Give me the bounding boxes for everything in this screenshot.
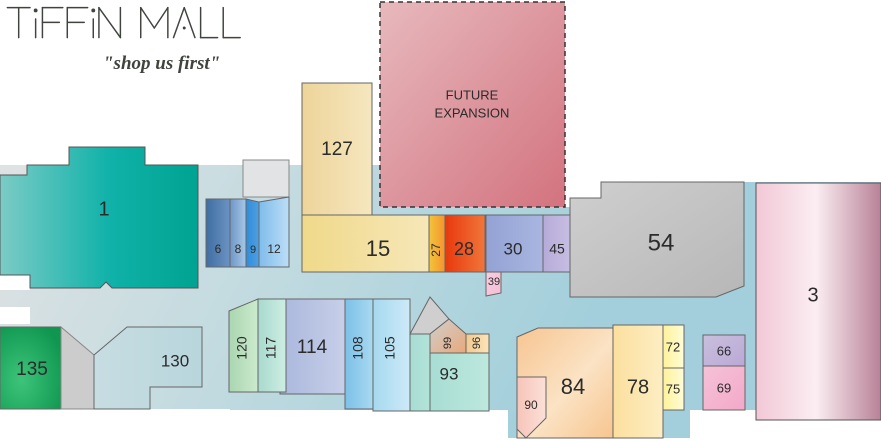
svg-text:78: 78 — [627, 376, 649, 398]
svg-text:"shop us first": "shop us first" — [103, 53, 220, 74]
svg-text:72: 72 — [666, 339, 680, 354]
svg-text:45: 45 — [549, 241, 565, 257]
svg-text:30: 30 — [504, 239, 523, 258]
svg-text:120: 120 — [234, 336, 250, 360]
svg-text:39: 39 — [488, 276, 500, 288]
svg-text:15: 15 — [366, 236, 390, 261]
svg-text:127: 127 — [321, 139, 353, 160]
svg-text:9: 9 — [250, 244, 256, 256]
svg-text:114: 114 — [297, 337, 328, 358]
svg-text:FUTURE: FUTURE — [446, 87, 499, 102]
svg-text:90: 90 — [524, 398, 538, 412]
svg-text:69: 69 — [717, 380, 731, 395]
svg-text:27: 27 — [429, 243, 443, 257]
svg-text:84: 84 — [561, 374, 585, 399]
svg-text:66: 66 — [717, 343, 731, 358]
svg-text:75: 75 — [666, 381, 680, 396]
svg-text:105: 105 — [382, 336, 398, 360]
svg-text:54: 54 — [648, 229, 675, 256]
svg-text:6: 6 — [215, 242, 222, 256]
svg-text:96: 96 — [471, 337, 483, 349]
svg-text:130: 130 — [161, 351, 189, 370]
svg-text:99: 99 — [442, 337, 454, 349]
svg-text:3: 3 — [807, 284, 818, 306]
svg-text:28: 28 — [454, 239, 474, 259]
svg-text:93: 93 — [440, 364, 459, 383]
svg-text:8: 8 — [235, 242, 242, 256]
svg-text:135: 135 — [16, 359, 48, 380]
svg-text:EXPANSION: EXPANSION — [435, 105, 510, 120]
svg-text:12: 12 — [267, 242, 281, 256]
svg-text:117: 117 — [263, 337, 279, 360]
svg-text:108: 108 — [350, 336, 366, 360]
svg-text:1: 1 — [98, 198, 109, 220]
